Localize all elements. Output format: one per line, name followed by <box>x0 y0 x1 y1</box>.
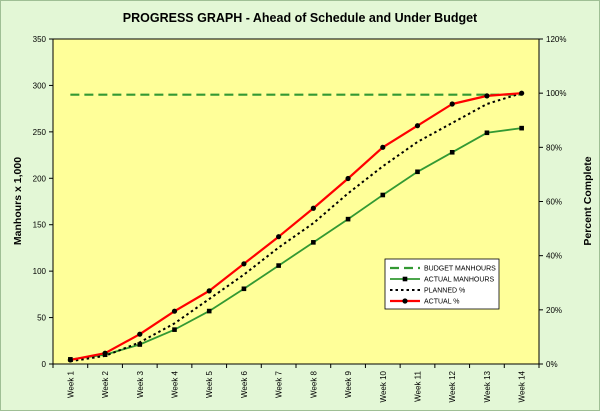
legend: BUDGET MANHOURS ACTUAL MANHOURS PLANNED % A… <box>384 258 500 310</box>
left-tick-label: 250 <box>33 128 47 137</box>
right-tick-label: 80% <box>546 143 562 152</box>
right-axis-title: Percent Complete <box>582 156 594 245</box>
legend-marker-actual-manhours <box>402 276 408 282</box>
data-point-actual-manhours <box>345 216 351 222</box>
data-point-actual-manhours <box>519 125 524 131</box>
data-point-actual <box>206 288 212 294</box>
chart-title: PROGRESS GRAPH - Ahead of Schedule and U… <box>123 11 478 25</box>
x-tick-label: Week 14 <box>518 370 527 402</box>
legend-marker-actual <box>402 298 408 304</box>
data-point-actual-manhours <box>449 149 455 155</box>
legend-label-actual-manhours: ACTUAL MANHOURS <box>424 277 494 284</box>
data-point-actual-manhours <box>206 308 212 314</box>
legend-label-budget-manhours: BUDGET MANHOURS <box>424 266 496 273</box>
series-line-actual-manhours <box>70 127 522 361</box>
x-tick-label: Week 10 <box>379 370 388 402</box>
left-axis: 0 50 100 150 200 250 300 350 <box>33 35 53 369</box>
left-axis-title: Manhours x 1,000 <box>12 157 24 245</box>
data-point-actual <box>171 308 178 314</box>
data-point-actual <box>241 261 247 267</box>
data-point-actual <box>449 101 455 107</box>
data-point-actual-manhours <box>311 240 316 245</box>
data-point-actual <box>310 205 316 211</box>
data-point-actual-manhours <box>484 130 490 136</box>
series-line-actual <box>70 92 522 362</box>
data-point-actual <box>484 93 490 99</box>
left-tick-label: 350 <box>33 35 47 44</box>
x-tick-label: Week 3 <box>136 370 145 398</box>
legend-label-actual: ACTUAL % <box>424 299 460 306</box>
x-axis: Week 1 Week 2 Week 3 Week 4 Week 5 Week 6 Week… <box>52 364 540 402</box>
legend-label-planned: PLANNED % <box>424 288 465 295</box>
data-point-actual-manhours <box>415 169 420 175</box>
x-tick-label: Week 7 <box>275 370 284 398</box>
data-point-actual <box>414 123 421 129</box>
x-tick-label: Week 12 <box>448 370 457 402</box>
right-tick-label: 100% <box>546 89 566 98</box>
data-point-actual-manhours <box>137 342 143 347</box>
data-point-actual <box>519 90 525 96</box>
right-tick-label: 20% <box>546 306 562 315</box>
left-tick-label: 200 <box>33 174 47 183</box>
right-tick-label: 40% <box>546 252 562 261</box>
x-tick-label: Week 9 <box>344 370 353 398</box>
right-tick-label: 120% <box>546 35 566 44</box>
x-tick-label: Week 11 <box>414 370 423 401</box>
plot-area <box>52 38 540 365</box>
data-point-actual <box>345 175 351 182</box>
x-tick-label: Week 8 <box>309 370 318 398</box>
series-layer <box>67 90 525 363</box>
data-point-actual <box>137 331 143 337</box>
data-point-actual-manhours <box>380 192 386 198</box>
data-point-actual-manhours <box>241 286 247 292</box>
data-point-actual <box>67 357 73 363</box>
left-tick-label: 150 <box>33 221 47 230</box>
left-tick-label: 50 <box>37 314 46 323</box>
series-line-planned <box>70 92 522 363</box>
data-point-actual <box>380 144 386 150</box>
left-tick-label: 100 <box>33 267 47 276</box>
data-point-actual <box>102 350 108 356</box>
x-tick-label: Week 4 <box>171 370 180 398</box>
right-tick-label: 0% <box>546 360 558 369</box>
data-point-actual-manhours <box>172 327 177 332</box>
left-tick-label: 0 <box>42 360 47 369</box>
x-tick-label: Week 2 <box>101 370 110 398</box>
data-point-actual <box>276 234 282 240</box>
x-tick-label: Week 13 <box>483 370 492 402</box>
right-axis: 0% 20% 40% 60% 80% 100% 120% <box>539 35 566 369</box>
left-tick-label: 300 <box>33 81 47 90</box>
data-point-actual-manhours <box>276 263 281 268</box>
x-tick-label: Week 1 <box>66 370 75 398</box>
x-tick-label: Week 6 <box>240 370 249 398</box>
right-tick-label: 60% <box>546 198 562 207</box>
x-tick-label: Week 5 <box>205 370 214 398</box>
